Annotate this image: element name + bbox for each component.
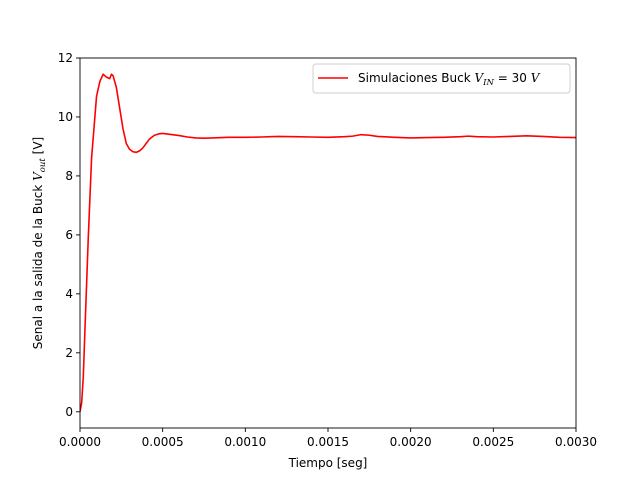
x-axis-ticks: 0.0000 0.0005 0.0010 0.0015 0.0020 0.0025 0.00… [59,428,597,449]
plot-frame [79,57,577,429]
y-tick-label: 2 [65,346,73,360]
x-tick-label: 0.0000 [59,435,101,449]
x-tick-label: 0.0020 [390,435,432,449]
y-axis-label-suffix: [V] [31,137,45,158]
legend-label-unit: V [531,71,541,85]
y-axis-label-prefix: Senal a la salida de la Buck [31,181,45,349]
y-tick-label: 12 [58,51,73,65]
y-axis-label: Senal a la salida de la Buck Vout [V] [31,137,48,349]
legend-label-suffix: = 30 [494,71,531,85]
x-axis-label: Tiempo [seg] [288,456,368,470]
y-tick-label: 4 [65,287,73,301]
y-tick-label: 0 [65,405,73,419]
legend-label: Simulaciones Buck VIN = 30 V [358,71,541,88]
y-tick-label: 6 [65,228,73,242]
x-tick-label: 0.0005 [142,435,184,449]
legend-label-sub: IN [482,78,494,88]
x-tick-label: 0.0030 [555,435,597,449]
series-line [80,73,576,412]
legend-label-var: V [474,71,484,85]
legend-box [312,63,571,94]
legend: Simulaciones Buck VIN = 30 V [312,63,571,94]
y-tick-label: 8 [65,169,73,183]
y-axis-label-var: V [31,171,45,181]
x-tick-label: 0.0015 [307,435,349,449]
x-tick-label: 0.0010 [224,435,266,449]
legend-label-prefix: Simulaciones Buck [358,71,474,85]
y-tick-label: 10 [58,110,73,124]
y-axis-label-sub: out [38,158,48,173]
y-axis-ticks: 0 2 4 6 8 10 12 [58,51,80,419]
x-tick-label: 0.0025 [472,435,514,449]
